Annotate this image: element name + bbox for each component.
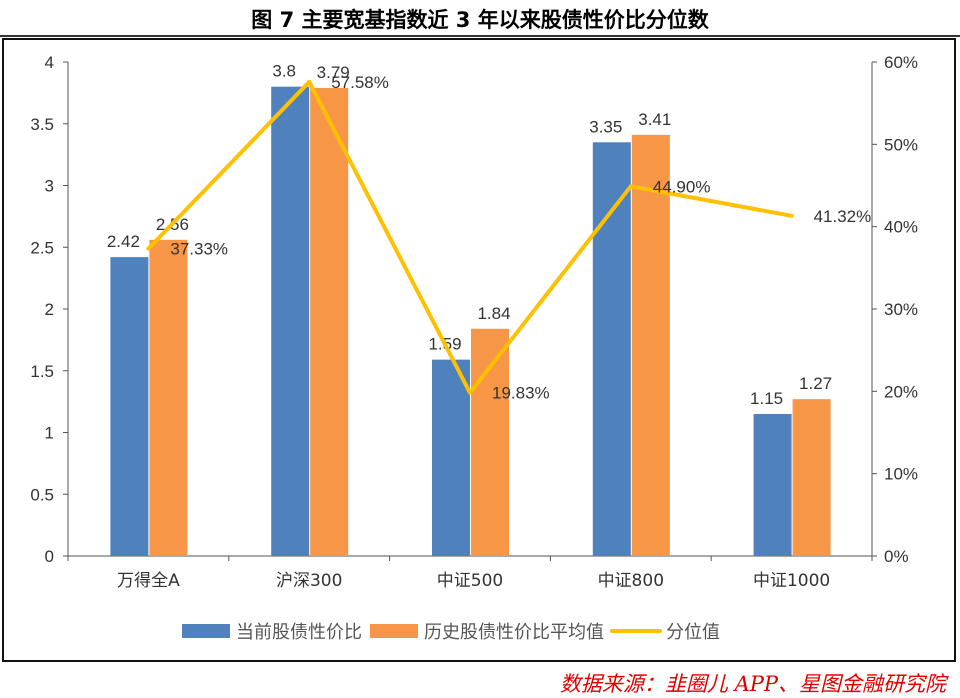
bar-data-label: 3.35	[589, 117, 622, 136]
x-tick-label: 沪深300	[276, 571, 342, 591]
bar-average	[471, 328, 509, 556]
left-tick-label: 2	[45, 300, 54, 319]
left-tick-label: 0.5	[30, 485, 54, 504]
right-tick-label: 40%	[884, 218, 918, 237]
line-data-label: 19.83%	[492, 384, 550, 403]
bar-average	[631, 134, 670, 557]
bar-data-label: 3.8	[272, 62, 296, 81]
legend-swatch-0	[182, 624, 230, 638]
percentile-point	[146, 246, 151, 251]
x-tick-label: 中证500	[437, 571, 503, 591]
chart-title: 图 7 主要宽基指数近 3 年以来股债性价比分位数	[251, 8, 709, 32]
left-tick-label: 1	[45, 424, 54, 443]
bar-data-label: 3.79	[317, 63, 350, 82]
line-data-label: 44.90%	[653, 177, 711, 196]
bar-average	[310, 87, 349, 556]
bar-data-label: 1.15	[750, 389, 783, 408]
bar-data-label: 2.42	[107, 232, 140, 251]
right-tick-label: 10%	[884, 465, 918, 484]
right-tick-label: 30%	[884, 300, 918, 319]
percentile-point	[307, 79, 312, 84]
percentile-point	[789, 213, 794, 218]
bar-data-label: 1.27	[799, 374, 832, 393]
right-tick-label: 60%	[884, 53, 918, 72]
data-source: 数据来源：韭圈儿 APP、星图金融研究院	[559, 672, 946, 696]
bar-current	[271, 86, 310, 556]
bar-current	[753, 413, 792, 556]
legend-label: 历史股债性价比平均值	[424, 622, 604, 643]
legend-label: 当前股债性价比	[236, 622, 362, 643]
x-tick-label: 中证1000	[753, 571, 830, 591]
left-tick-label: 2.5	[30, 238, 54, 257]
left-tick-label: 3	[45, 177, 54, 196]
left-tick-label: 4	[45, 53, 54, 72]
percentile-line	[146, 79, 792, 395]
line-data-label: 37.33%	[170, 240, 228, 259]
percentile-point	[628, 184, 633, 189]
bar-current	[432, 359, 470, 556]
legend-label: 分位值	[666, 622, 720, 643]
legend-swatch-1	[370, 624, 418, 638]
bar-current	[592, 142, 631, 556]
bar-average	[792, 399, 831, 556]
right-tick-label: 50%	[884, 135, 918, 154]
chart-frame	[2, 38, 956, 662]
x-tick-label: 中证800	[598, 571, 664, 591]
right-tick-label: 20%	[884, 382, 918, 401]
bar-data-label: 3.41	[638, 110, 671, 129]
x-tick-label: 万得全A	[117, 571, 180, 591]
left-tick-label: 3.5	[30, 115, 54, 134]
left-tick-label: 0	[45, 547, 54, 566]
title-rule	[0, 35, 960, 37]
line-data-label: 41.32%	[814, 207, 872, 226]
line-data-label: 57.58%	[331, 73, 389, 92]
left-tick-label: 1.5	[30, 362, 54, 381]
right-tick-label: 0%	[884, 547, 909, 566]
bar-average	[149, 239, 188, 556]
bar-current	[110, 257, 149, 556]
bar-data-label: 1.84	[477, 304, 510, 323]
percentile-point	[468, 390, 472, 395]
